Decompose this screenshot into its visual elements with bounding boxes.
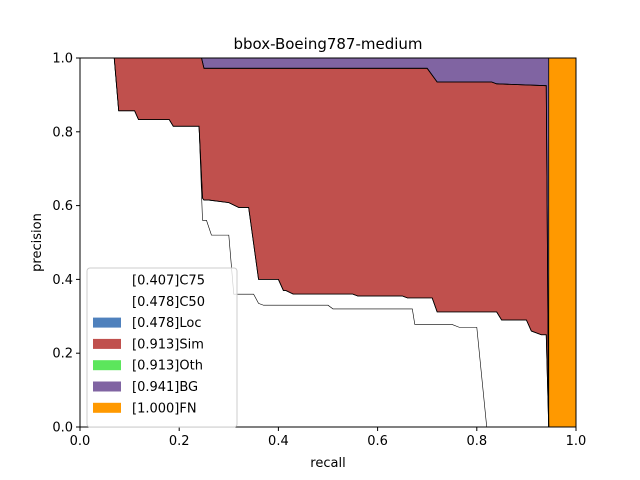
chart-title: bbox-Boeing787-medium bbox=[233, 35, 422, 53]
legend-swatch-2 bbox=[93, 317, 121, 328]
boundary-line-4 bbox=[80, 57, 550, 428]
x-tick-label-1: 0.2 bbox=[169, 434, 190, 449]
legend-label-1: [0.478]C50 bbox=[132, 295, 205, 310]
legend-box bbox=[86, 267, 238, 428]
legend-swatch-5 bbox=[93, 381, 121, 392]
plot-frame bbox=[79, 57, 577, 428]
x-axis-ticks: 0.0 0.2 0.4 0.6 0.8 1.0 bbox=[70, 427, 587, 449]
x-tick-label-3: 0.6 bbox=[367, 434, 388, 449]
legend-label-6: [1.000]FN bbox=[132, 401, 197, 416]
x-tick-label-4: 0.8 bbox=[466, 434, 487, 449]
legend-label-3: [0.913]Sim bbox=[132, 337, 204, 352]
legend-swatch-1 bbox=[93, 296, 121, 307]
legend-label-0: [0.407]C75 bbox=[132, 274, 205, 289]
legend-swatch-0 bbox=[93, 275, 121, 285]
y-tick-label-0: 0.0 bbox=[52, 421, 73, 436]
y-tick-label-2: 0.4 bbox=[52, 273, 73, 288]
y-axis-ticks: 0.0 0.2 0.4 0.6 0.8 1.0 bbox=[52, 52, 80, 436]
x-tick-label-2: 0.4 bbox=[268, 434, 289, 449]
legend-swatch-3 bbox=[93, 338, 121, 349]
x-axis-label: recall bbox=[310, 456, 345, 471]
legend-label-5: [0.941]BG bbox=[132, 380, 198, 395]
boundary-line-2 bbox=[80, 57, 550, 428]
x-tick-label-5: 1.0 bbox=[566, 434, 587, 449]
y-tick-label-3: 0.6 bbox=[52, 199, 73, 214]
legend-swatch-4 bbox=[93, 360, 121, 371]
x-tick-label-0: 0.0 bbox=[70, 434, 91, 449]
legend-label-4: [0.913]Oth bbox=[132, 359, 203, 374]
legend-label-2: [0.478]Loc bbox=[132, 316, 201, 331]
y-axis-label: precision bbox=[30, 213, 45, 272]
y-tick-label-4: 0.8 bbox=[52, 125, 73, 140]
y-tick-label-5: 1.0 bbox=[52, 52, 73, 67]
legend-swatch-6 bbox=[93, 402, 121, 413]
legend: [0.407]C75 [0.478]C50 [0.478]Loc [0.913]Sim… bbox=[86, 267, 238, 428]
y-tick-label-1: 0.2 bbox=[52, 347, 73, 362]
